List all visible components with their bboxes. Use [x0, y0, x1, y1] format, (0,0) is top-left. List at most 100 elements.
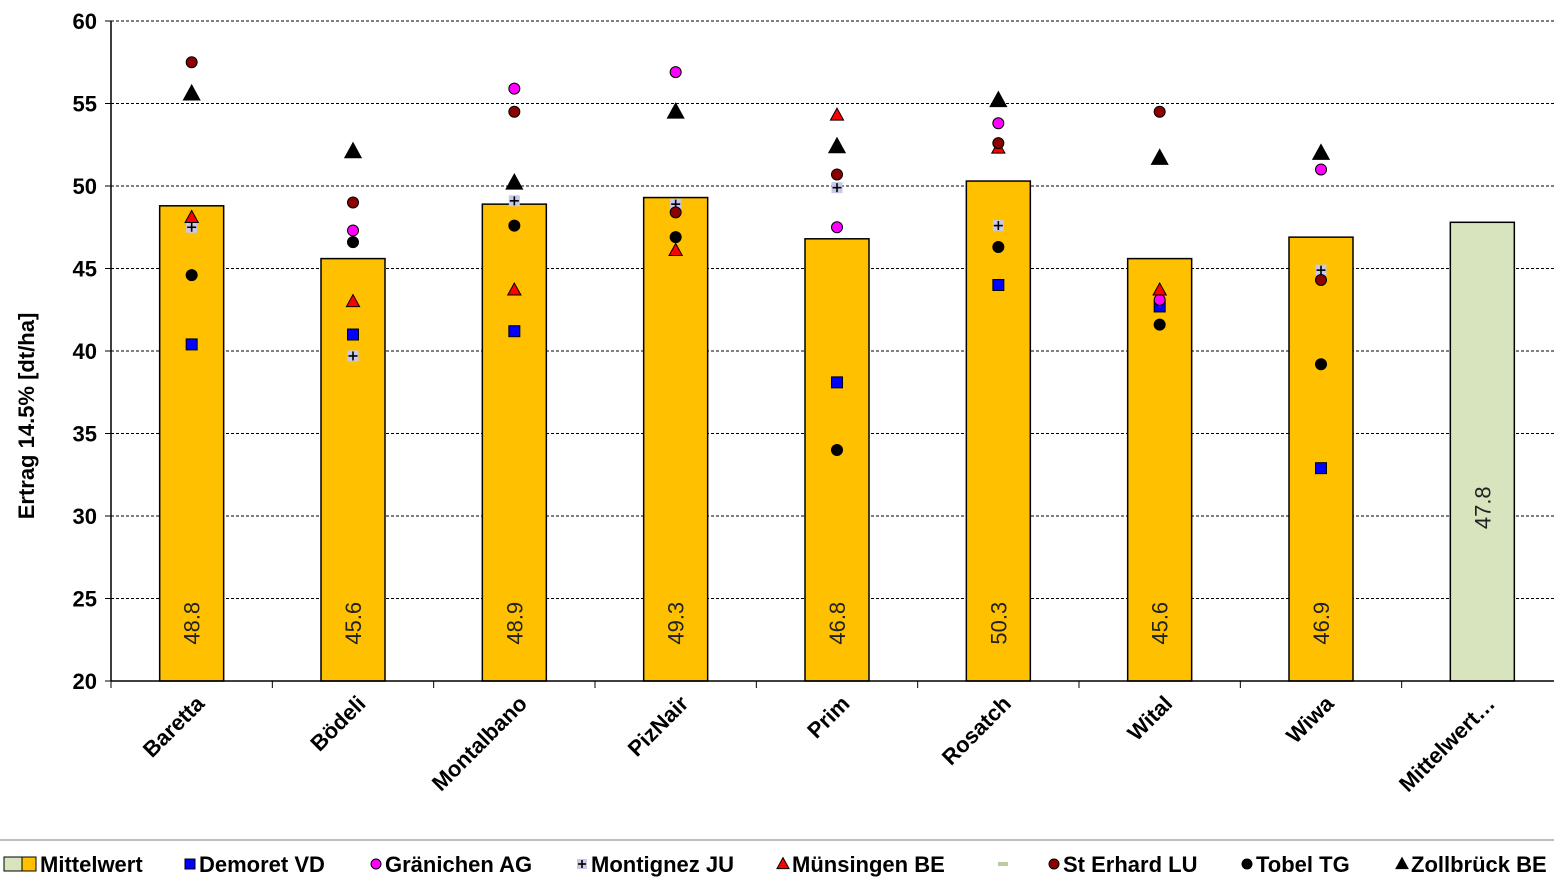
legend: Mittelwert Demoret VD Gränichen AG Montigne… [0, 839, 1554, 877]
bar-value-label: 47.8 [1470, 486, 1495, 529]
y-tick-label: 40 [73, 339, 97, 364]
bar [642, 196, 709, 682]
data-point [831, 376, 843, 389]
data-point [506, 282, 522, 296]
data-point [992, 241, 1005, 254]
data-point [1150, 148, 1169, 165]
data-point [508, 195, 520, 207]
legend-label: St Erhard LU [1063, 852, 1197, 877]
x-tick-label: Prim [802, 691, 854, 743]
bar-value-label: 46.8 [825, 602, 850, 645]
data-point [1315, 264, 1327, 276]
bar-value-label: 45.6 [1148, 602, 1173, 645]
legend-label: Montignez JU [591, 852, 734, 877]
data-point [1153, 293, 1166, 306]
data-point [1153, 318, 1166, 331]
data-point [989, 90, 1008, 108]
legend-marker [1048, 858, 1060, 870]
bar-value-label: 45.6 [341, 602, 366, 645]
data-point [831, 168, 843, 181]
data-point [185, 56, 198, 69]
data-point [1315, 274, 1327, 287]
y-tick-label: 50 [73, 174, 97, 199]
data-point [347, 328, 359, 341]
x-tick-label: Bödeli [305, 691, 370, 756]
y-axis-label: Ertrag 14.5% [dt/ha] [14, 313, 39, 520]
data-point [347, 236, 359, 249]
data-point [1315, 163, 1327, 176]
legend-swatch [21, 856, 37, 872]
data-point [669, 66, 682, 79]
bar-value-label: 48.8 [180, 602, 205, 645]
data-point [831, 444, 843, 456]
data-point [829, 107, 845, 121]
markers [182, 56, 1331, 475]
data-point [505, 173, 524, 190]
data-point [185, 269, 198, 282]
data-point [184, 209, 200, 223]
legend-marker [1395, 856, 1409, 870]
data-point [347, 196, 359, 209]
y-tick-label: 60 [73, 9, 97, 34]
data-point [666, 102, 685, 119]
y-tick-label: 55 [73, 92, 97, 117]
data-point [345, 293, 361, 308]
data-point [992, 137, 1005, 150]
legend-label: Zollbrück BE [1411, 852, 1547, 877]
data-point [1152, 282, 1168, 296]
bar-value-label: 48.9 [502, 602, 527, 645]
bar [158, 205, 225, 682]
y-tick-label: 20 [73, 669, 97, 694]
data-point [669, 231, 682, 244]
bars: 48.8 45.6 48.9 49.3 46.8 50.3 45.6 46.9 47.8 [158, 180, 1516, 682]
data-point [831, 221, 843, 234]
data-point [508, 219, 521, 232]
bar-value-label: 50.3 [986, 602, 1011, 645]
data-point [347, 224, 359, 237]
data-point [347, 350, 359, 362]
y-tick-label: 35 [73, 422, 97, 447]
legend-marker [370, 858, 382, 870]
legend-marker [184, 858, 196, 870]
data-point [1311, 143, 1331, 160]
legend-label: Demoret VD [199, 852, 325, 877]
bar [965, 180, 1032, 682]
data-point [992, 220, 1004, 232]
x-tick-label: PizNair [623, 691, 694, 762]
bar [804, 238, 870, 682]
legend-label: Tobel TG [1256, 852, 1350, 877]
data-point [1315, 358, 1327, 371]
x-tick-label: Rosatch [937, 691, 1016, 770]
data-point [827, 136, 847, 154]
bar [1288, 236, 1354, 682]
legend-marker [776, 856, 790, 870]
data-point [1315, 462, 1327, 475]
legend-marker [1241, 858, 1253, 870]
data-point [182, 83, 201, 101]
legend-label: Münsingen BE [792, 852, 945, 877]
data-point [831, 182, 843, 194]
legend-label: Mittelwert [40, 852, 143, 877]
bar-value-label: 46.9 [1309, 602, 1334, 645]
legend-marker [998, 862, 1008, 866]
x-tick-label: Wital [1123, 691, 1178, 746]
data-point [668, 242, 684, 256]
data-point [186, 221, 198, 233]
data-point [669, 206, 682, 219]
x-tick-label: Mittelwert… [1394, 691, 1500, 797]
data-point [508, 105, 521, 118]
data-point [185, 338, 198, 351]
x-tick-label: Montalbano [427, 691, 532, 796]
y-tick-label: 45 [73, 257, 97, 282]
legend-label: Gränichen AG [385, 852, 532, 877]
data-point [343, 141, 363, 159]
y-tick-label: 25 [73, 587, 97, 612]
x-tick-label: Wiwa [1281, 690, 1339, 748]
data-point [508, 82, 521, 95]
bar-value-label: 49.3 [664, 602, 689, 645]
data-point [508, 325, 521, 338]
average-bar [1449, 221, 1516, 682]
legend-marker [577, 859, 587, 869]
data-point [992, 117, 1005, 130]
